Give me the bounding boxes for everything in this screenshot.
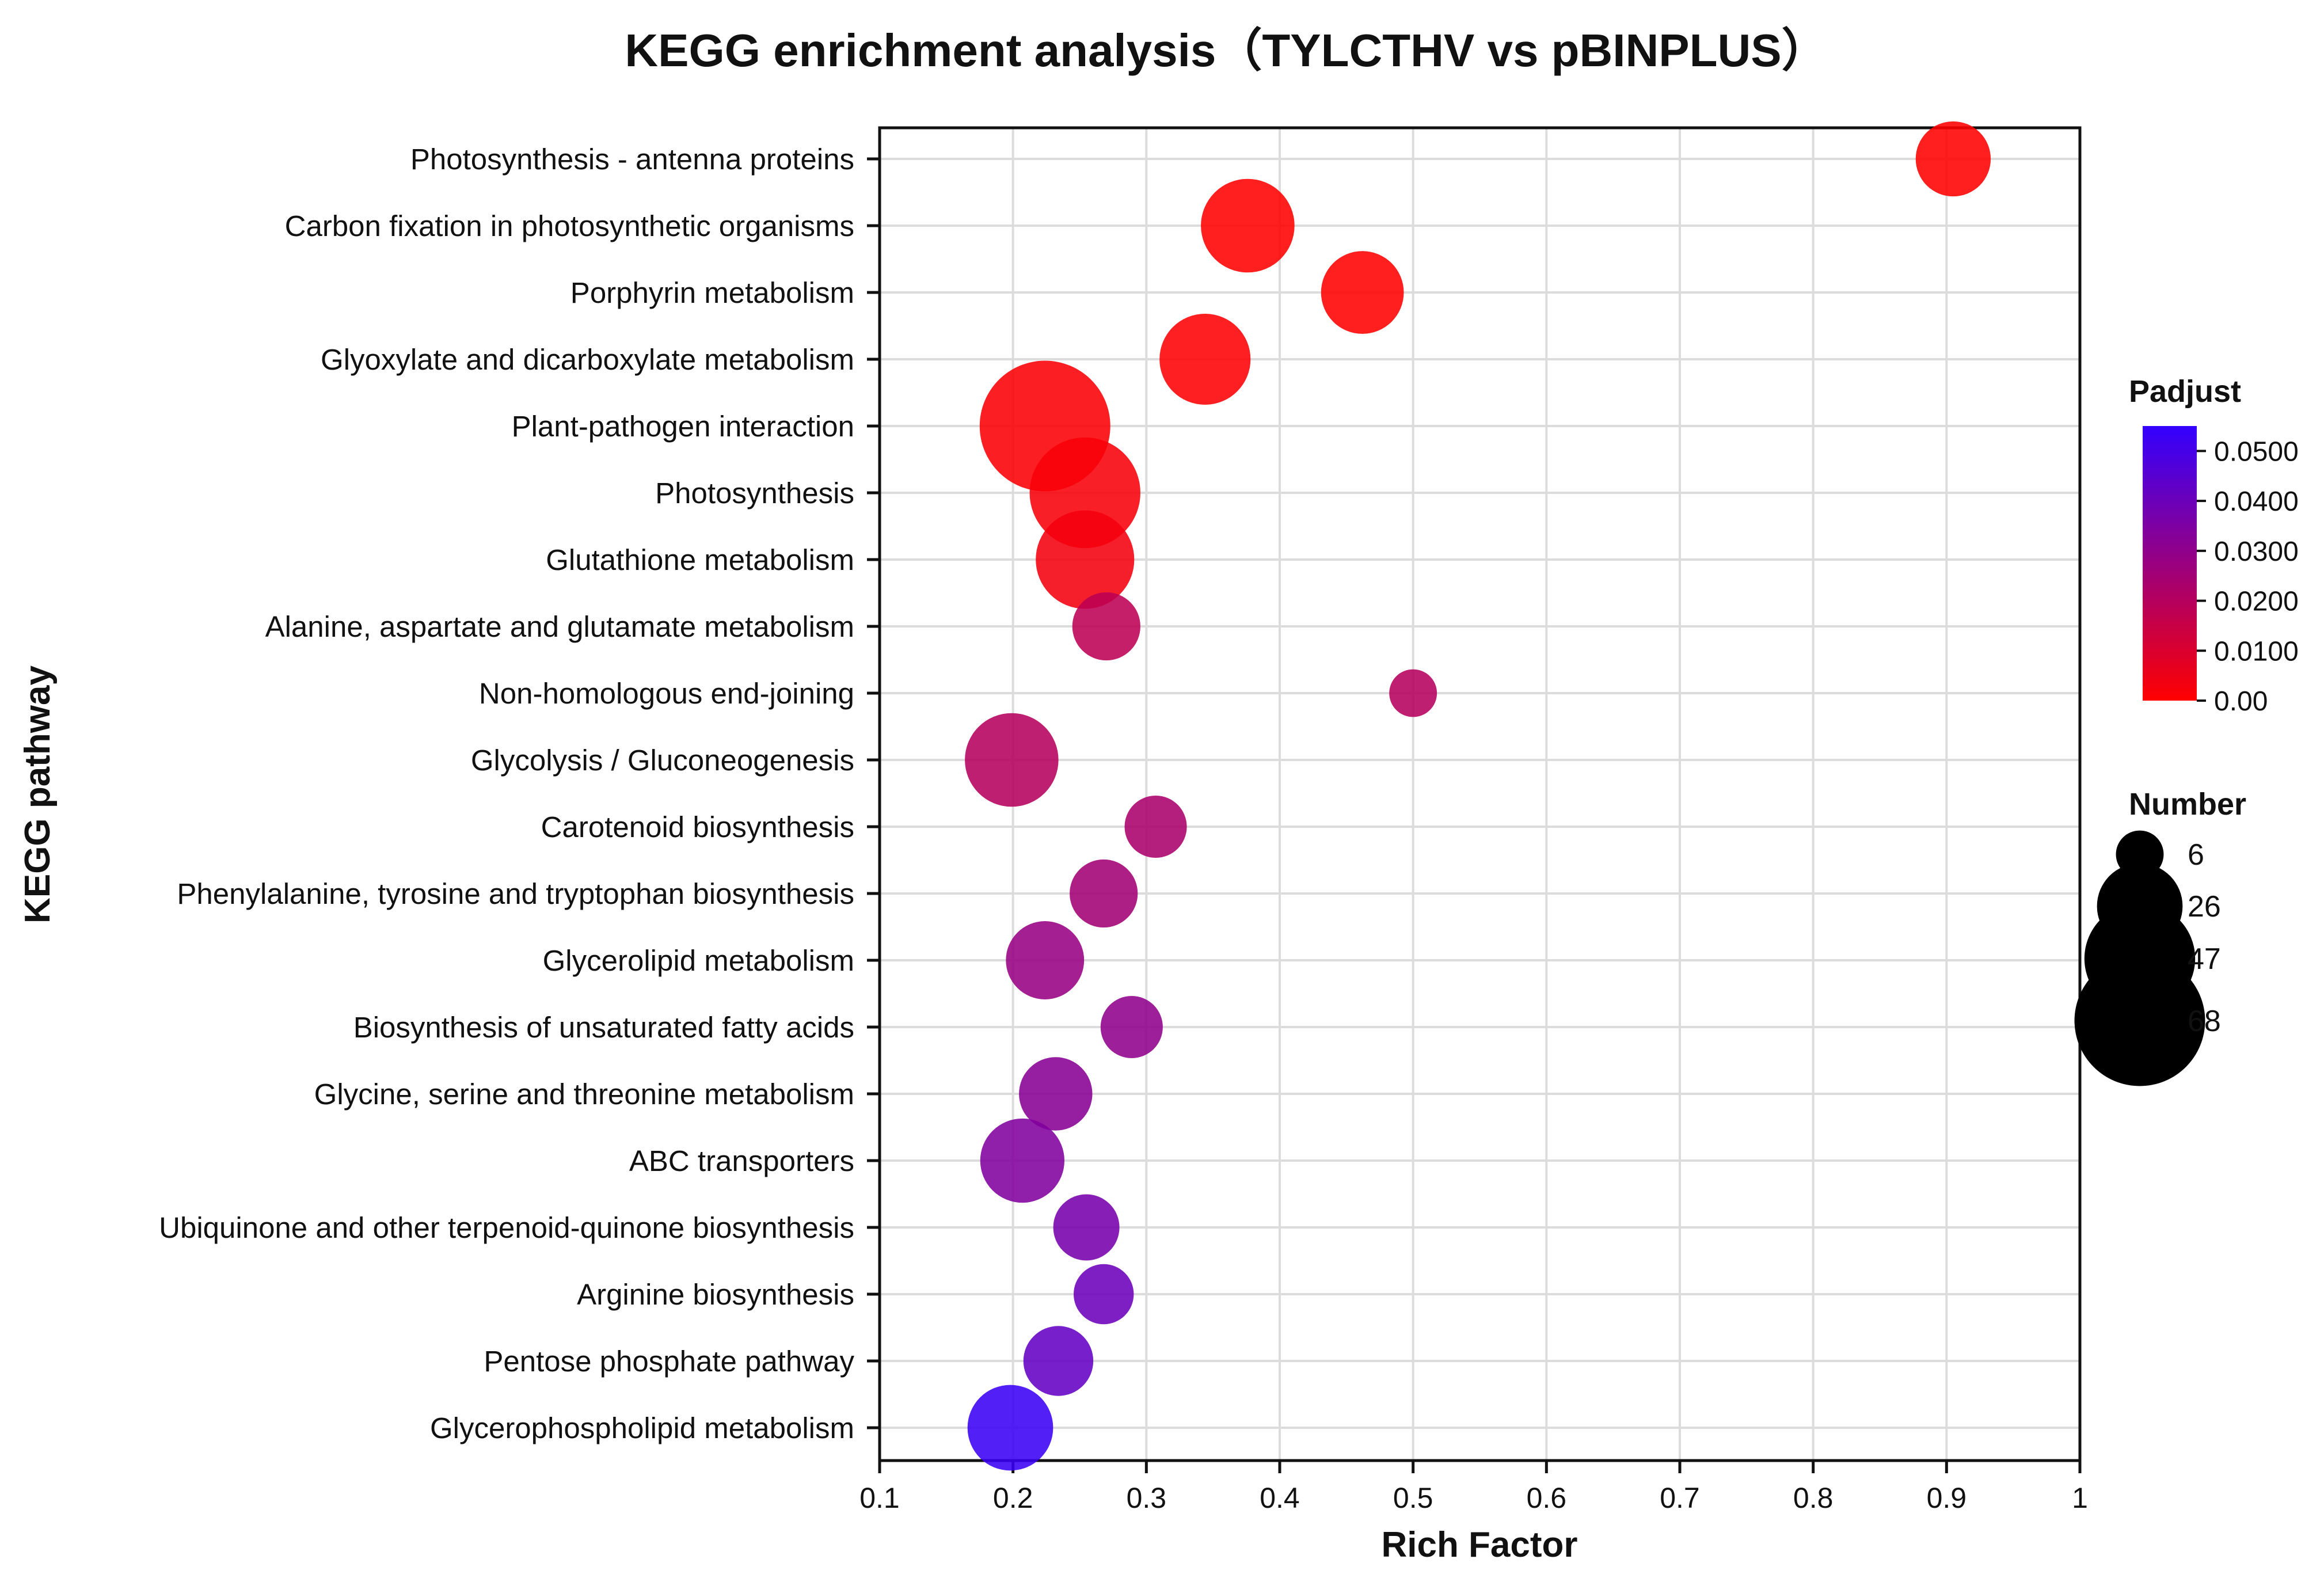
y-tick-label: Glutathione metabolism xyxy=(546,543,854,576)
x-tick-label: 0.6 xyxy=(1527,1482,1567,1514)
x-tick-label: 0.8 xyxy=(1793,1482,1834,1514)
y-tick-label: Glycerophospholipid metabolism xyxy=(430,1412,854,1444)
color-tick-label: 0.0500 xyxy=(2214,436,2299,467)
data-point xyxy=(1070,859,1138,928)
x-tick-label: 0.5 xyxy=(1393,1482,1433,1514)
size-legend-label: 6 xyxy=(2188,838,2204,872)
y-tick-label: ABC transporters xyxy=(629,1144,854,1177)
y-axis-label: KEGG pathway xyxy=(18,666,58,923)
size-legend: 6 26 47 68 xyxy=(2074,830,2221,1086)
data-point xyxy=(1321,251,1404,334)
color-legend-title: Padjust xyxy=(2129,374,2241,409)
x-axis-ticks: 0.1 0.2 0.3 0.4 0.5 0.6 0.7 0.8 0.9 1 xyxy=(859,1461,2088,1514)
plot-frame xyxy=(878,126,2082,1462)
color-tick-label: 0.0200 xyxy=(2214,587,2299,617)
data-point xyxy=(1036,510,1135,609)
data-point xyxy=(965,713,1059,807)
data-point xyxy=(1201,178,1295,273)
x-tick-label: 1 xyxy=(2072,1482,2088,1514)
grid-lines xyxy=(880,128,2080,1461)
data-point xyxy=(967,1385,1053,1471)
color-tick-label: 0.0400 xyxy=(2214,486,2299,517)
color-tick-label: 0.0100 xyxy=(2214,636,2299,667)
color-tick-label: 0.0300 xyxy=(2214,537,2299,567)
x-tick-label: 0.4 xyxy=(1260,1482,1300,1514)
y-tick-label: Glycolysis / Gluconeogenesis xyxy=(471,744,854,777)
size-legend-label: 47 xyxy=(2188,942,2221,976)
x-tick-label: 0.7 xyxy=(1660,1482,1700,1514)
y-tick-label: Carbon fixation in photosynthetic organi… xyxy=(285,210,854,242)
y-tick-label: Photosynthesis - antenna proteins xyxy=(410,143,854,176)
y-tick-label: Non-homologous end-joining xyxy=(479,677,854,710)
color-tick-label: 0.00 xyxy=(2214,686,2268,717)
y-tick-label: Glyoxylate and dicarboxylate metabolism xyxy=(321,343,854,376)
x-tick-label: 0.1 xyxy=(859,1482,900,1514)
color-legend-ticks: 0.0500 0.0400 0.0300 0.0200 0.0100 0.00 xyxy=(2197,436,2299,717)
color-legend-bar xyxy=(2143,426,2197,701)
y-tick-label: Glycine, serine and threonine metabolism xyxy=(314,1078,854,1111)
data-point xyxy=(1159,313,1251,405)
chart-title: KEGG enrichment analysis（TYLCTHV vs pBIN… xyxy=(625,25,1827,76)
data-point xyxy=(1915,121,1991,197)
y-tick-label: Biosynthesis of unsaturated fatty acids xyxy=(353,1011,854,1044)
y-tick-label: Phenylalanine, tyrosine and tryptophan b… xyxy=(177,877,854,910)
x-tick-label: 0.3 xyxy=(1127,1482,1167,1514)
y-tick-label: Photosynthesis xyxy=(655,477,854,509)
data-point xyxy=(1023,1326,1094,1396)
size-legend-label: 26 xyxy=(2188,890,2221,923)
y-tick-label: Alanine, aspartate and glutamate metabol… xyxy=(265,610,854,643)
x-tick-label: 0.2 xyxy=(993,1482,1033,1514)
y-tick-label: Porphyrin metabolism xyxy=(570,276,854,309)
data-point xyxy=(1006,921,1085,999)
data-point xyxy=(980,1118,1065,1203)
y-tick-label: Glycerolipid metabolism xyxy=(543,944,854,977)
y-tick-label: Carotenoid biosynthesis xyxy=(541,811,854,843)
y-axis-ticks: Photosynthesis - antenna proteins Carbon … xyxy=(159,143,880,1444)
size-legend-title: Number xyxy=(2129,787,2246,822)
size-legend-dot xyxy=(2074,955,2205,1086)
y-tick-label: Ubiquinone and other terpenoid-quinone b… xyxy=(159,1211,854,1244)
y-tick-label: Plant-pathogen interaction xyxy=(512,410,854,443)
x-axis-label: Rich Factor xyxy=(1381,1525,1577,1565)
data-point xyxy=(1019,1057,1093,1131)
size-legend-label: 68 xyxy=(2188,1005,2221,1038)
data-point xyxy=(1073,1264,1134,1325)
y-tick-label: Pentose phosphate pathway xyxy=(484,1345,854,1378)
data-points xyxy=(965,121,1991,1471)
data-point xyxy=(1072,592,1140,661)
y-tick-label: Arginine biosynthesis xyxy=(577,1278,854,1311)
data-point xyxy=(1100,995,1163,1059)
data-point xyxy=(1053,1194,1120,1261)
data-point xyxy=(1124,795,1187,858)
data-point xyxy=(1389,669,1437,717)
x-tick-label: 0.9 xyxy=(1927,1482,1967,1514)
